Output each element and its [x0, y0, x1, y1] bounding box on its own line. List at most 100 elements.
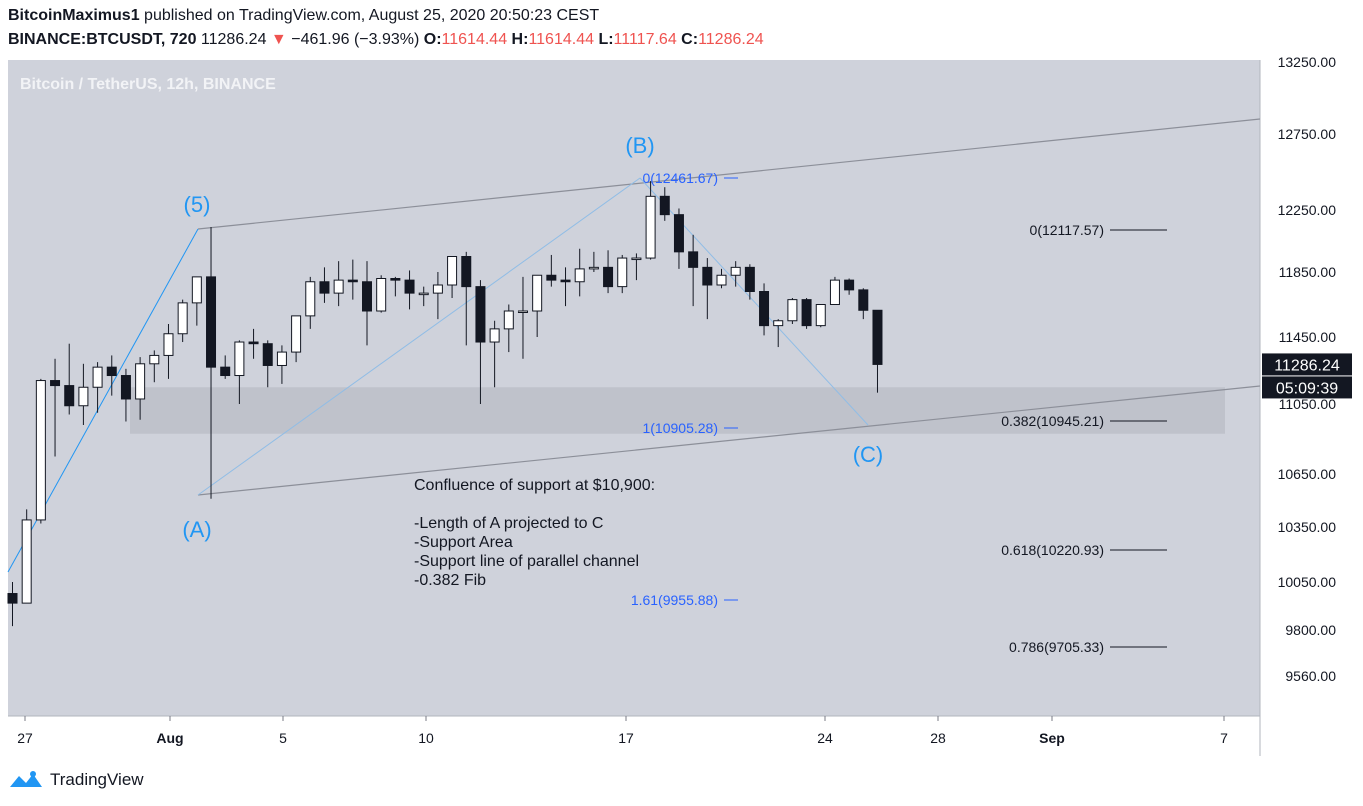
candle[interactable] [362, 261, 372, 346]
candle[interactable] [461, 251, 472, 346]
candle-body [135, 363, 146, 400]
candle-body [220, 366, 231, 377]
candle[interactable] [829, 276, 840, 305]
candle[interactable] [858, 288, 869, 320]
candle[interactable] [588, 251, 599, 272]
candle[interactable] [347, 259, 358, 300]
candle[interactable] [92, 362, 103, 413]
y-tick-label: 10050.00 [1278, 574, 1337, 590]
candle[interactable] [702, 258, 713, 320]
wave-ab-line[interactable] [197, 177, 641, 496]
candle[interactable] [574, 248, 585, 297]
candle[interactable] [872, 309, 883, 393]
x-tick-label: 10 [418, 730, 434, 746]
time-axis[interactable] [8, 716, 1355, 756]
candle[interactable] [759, 283, 770, 336]
candle[interactable] [64, 343, 75, 415]
candle[interactable] [603, 250, 614, 294]
y-tick-label: 12750.00 [1278, 126, 1337, 142]
candle[interactable] [220, 355, 231, 379]
candle[interactable] [475, 280, 486, 404]
candle[interactable] [489, 320, 500, 388]
candle[interactable] [532, 274, 543, 337]
candle[interactable] [305, 276, 316, 329]
candle-body [588, 266, 599, 270]
candle[interactable] [404, 270, 415, 310]
candle[interactable] [801, 298, 812, 329]
candle[interactable] [744, 264, 755, 300]
candle[interactable] [106, 355, 117, 396]
candle[interactable] [120, 368, 131, 422]
candle[interactable] [177, 299, 188, 343]
candle[interactable] [135, 357, 146, 420]
author-name[interactable]: BitcoinMaximus1 [8, 7, 140, 24]
candle[interactable] [503, 304, 514, 353]
candle-body [333, 279, 344, 294]
candle[interactable] [319, 267, 330, 303]
candle[interactable] [262, 340, 273, 388]
candle-body [631, 257, 642, 261]
candle-body [276, 351, 287, 366]
candle[interactable] [7, 582, 18, 627]
candle[interactable] [418, 286, 429, 307]
candle[interactable] [716, 268, 727, 289]
candle[interactable] [390, 276, 401, 297]
candle[interactable] [21, 509, 32, 604]
candle[interactable] [844, 278, 855, 295]
candle[interactable] [78, 363, 89, 425]
x-tick-label: 27 [17, 730, 33, 746]
candle[interactable] [149, 350, 160, 383]
candle[interactable] [206, 227, 217, 499]
y-tick-label: 11050.00 [1279, 396, 1337, 412]
channel-lower-line[interactable] [197, 385, 1261, 496]
candle[interactable] [773, 319, 784, 348]
candle[interactable] [191, 276, 202, 326]
candle[interactable] [333, 261, 344, 307]
candle[interactable] [447, 256, 458, 299]
candle[interactable] [631, 253, 642, 281]
candle[interactable] [163, 324, 174, 379]
candle-body [617, 257, 628, 288]
candle[interactable] [35, 378, 46, 524]
candle-body [305, 281, 316, 317]
candle[interactable] [673, 208, 684, 269]
candle-body [21, 519, 32, 604]
candle-body [787, 299, 798, 322]
tradingview-logo[interactable]: TradingView [8, 770, 144, 790]
candle-body [546, 274, 557, 281]
candle[interactable] [617, 254, 628, 294]
candle-body [432, 284, 443, 294]
candle[interactable] [234, 340, 245, 404]
candle[interactable] [787, 298, 798, 324]
countdown-badge [1262, 376, 1352, 399]
candle-body [7, 593, 18, 604]
candle[interactable] [517, 276, 528, 359]
candle[interactable] [645, 181, 656, 260]
candle[interactable] [730, 261, 741, 287]
open-value: 11614.44 [441, 31, 508, 48]
high-value: 11614.44 [528, 31, 594, 48]
candle-body [149, 354, 160, 365]
candle[interactable] [276, 345, 287, 384]
high-label: H: [511, 31, 529, 48]
publish-info: BitcoinMaximus1 published on TradingView… [8, 7, 599, 25]
candle[interactable] [50, 358, 61, 457]
candle-body [35, 380, 46, 521]
candle[interactable] [291, 315, 302, 363]
candle[interactable] [688, 234, 699, 307]
candle-body [759, 291, 770, 327]
candle[interactable] [815, 304, 826, 328]
channel-upper-line[interactable] [197, 118, 1261, 230]
candle[interactable] [432, 272, 443, 320]
candle[interactable] [248, 328, 259, 359]
fib-extension-label: 0(12461.67) [642, 170, 718, 186]
candle[interactable] [546, 254, 557, 287]
candle-body [64, 385, 75, 407]
candle[interactable] [659, 187, 670, 221]
candle-body [262, 343, 273, 366]
tradingview-icon [10, 771, 42, 787]
candle[interactable] [560, 267, 571, 307]
candle-body [404, 279, 415, 294]
candle[interactable] [376, 275, 387, 313]
